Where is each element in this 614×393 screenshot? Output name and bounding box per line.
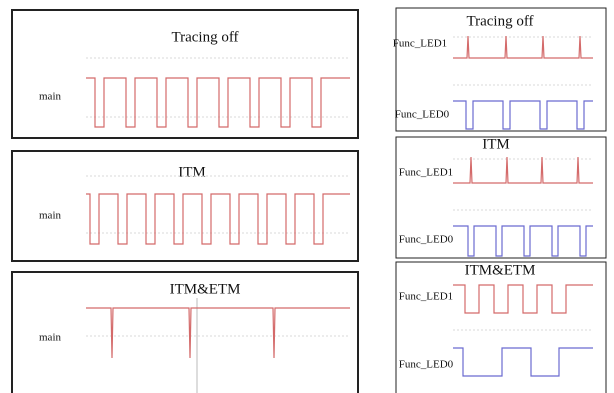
figure: Tracing off main ITM main ITM&ETM main T… [0, 0, 614, 393]
panel-title: Tracing off [171, 29, 238, 45]
panel [396, 262, 606, 393]
signal-label: Func_LED0 [395, 109, 450, 121]
panel-title: Tracing off [466, 13, 533, 29]
signal-label: main [39, 332, 61, 344]
signal-label: Func_LED1 [393, 38, 447, 50]
signal-label: Func_LED0 [399, 359, 454, 371]
signal-label: Func_LED1 [399, 167, 453, 179]
panel-title: ITM&ETM [170, 281, 241, 297]
signal-label: Func_LED0 [399, 234, 454, 246]
signal-label: main [39, 210, 61, 222]
panel-title: ITM&ETM [465, 262, 536, 278]
signal-label: Func_LED1 [399, 291, 453, 303]
panel-title: ITM [178, 164, 206, 180]
panel-title: ITM [482, 136, 510, 152]
signal-label: main [39, 91, 61, 103]
